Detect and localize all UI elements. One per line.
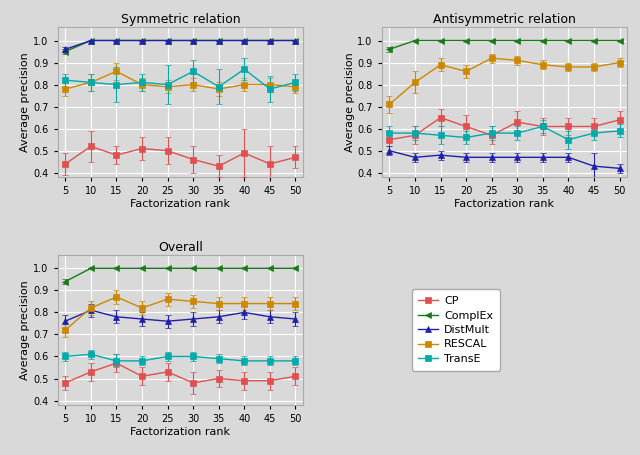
Title: Antisymmetric relation: Antisymmetric relation [433, 13, 576, 26]
Y-axis label: Average precision: Average precision [20, 280, 31, 380]
X-axis label: Factorization rank: Factorization rank [131, 427, 230, 437]
Legend: CP, ComplEx, DistMult, RESCAL, TransE: CP, ComplEx, DistMult, RESCAL, TransE [412, 289, 500, 370]
Y-axis label: Average precision: Average precision [20, 52, 31, 152]
Title: Symmetric relation: Symmetric relation [120, 13, 240, 26]
X-axis label: Factorization rank: Factorization rank [454, 199, 554, 209]
Title: Overall: Overall [158, 241, 203, 254]
Y-axis label: Average precision: Average precision [344, 52, 355, 152]
X-axis label: Factorization rank: Factorization rank [131, 199, 230, 209]
